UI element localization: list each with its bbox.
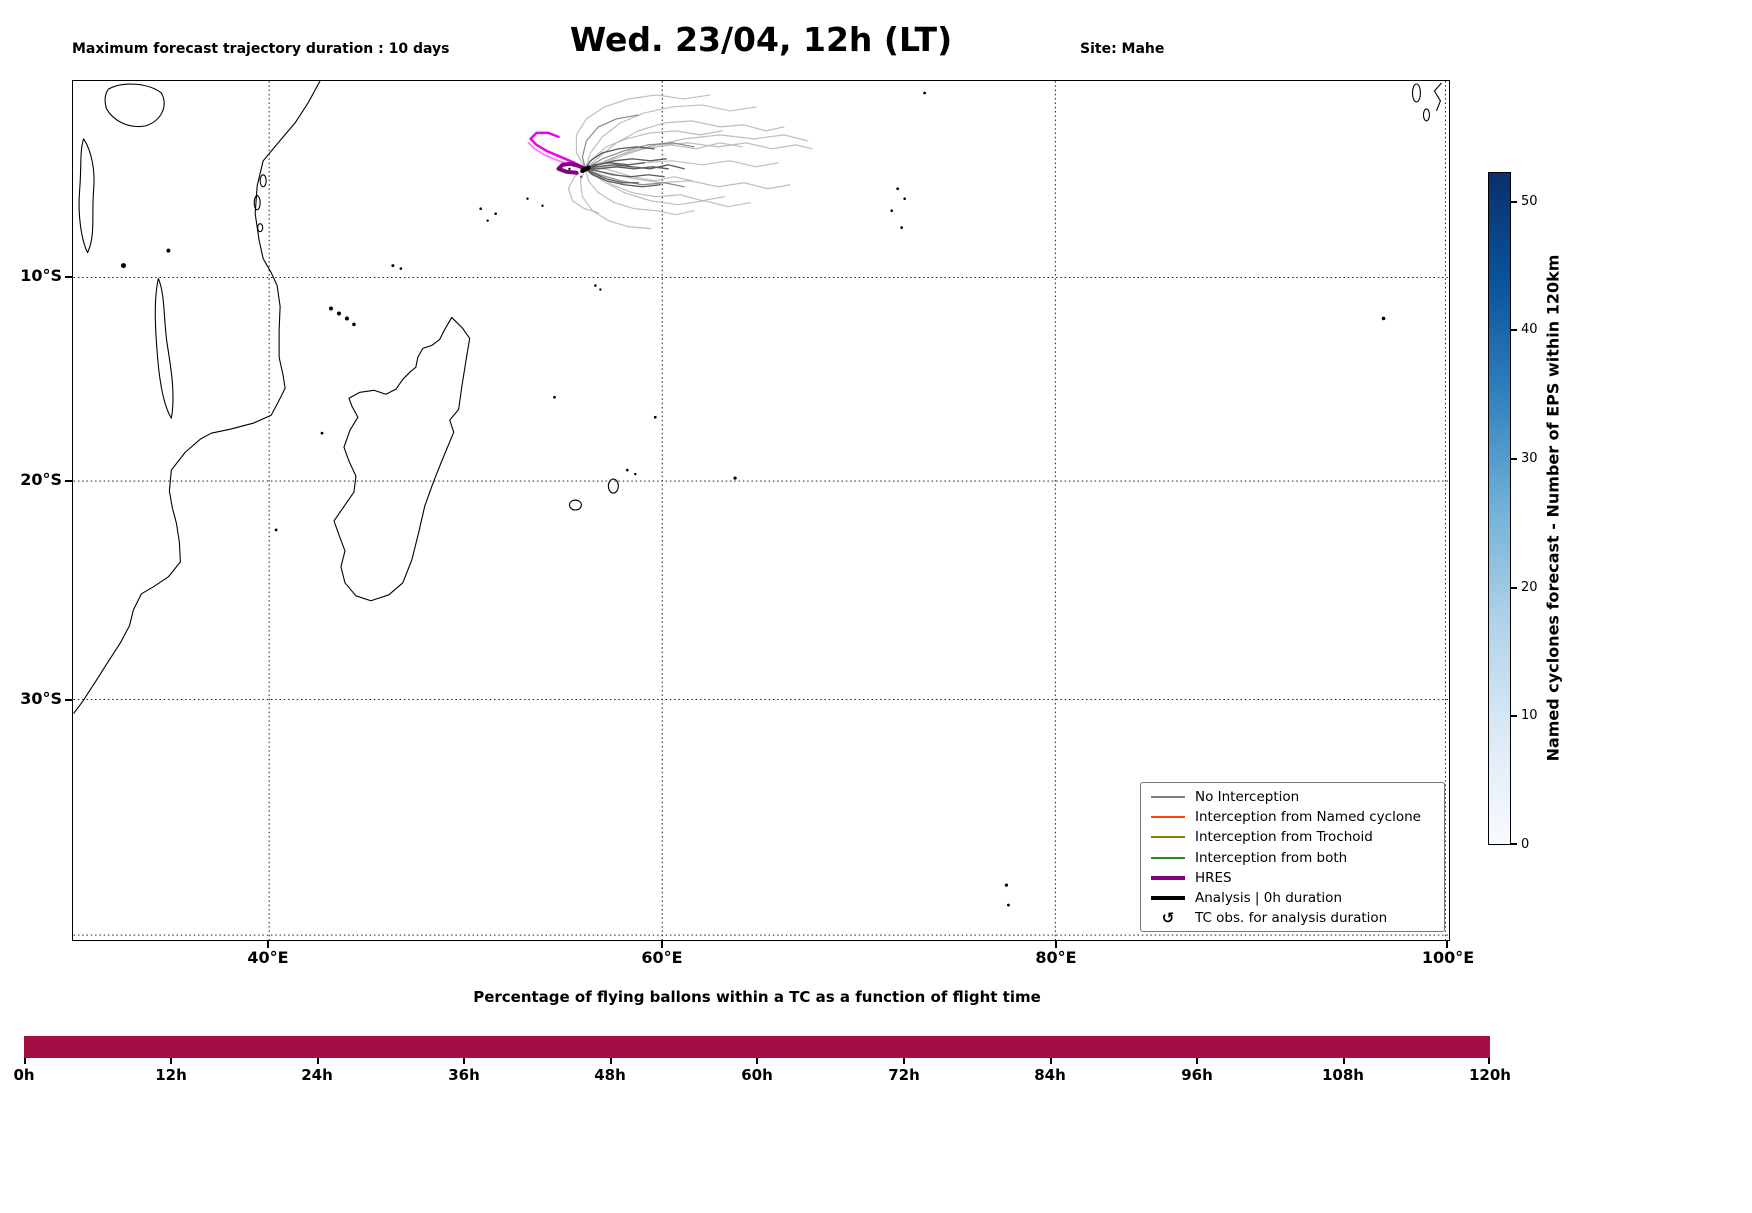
coastlines: [73, 81, 1442, 714]
bottom-tick-label: 12h: [155, 1066, 187, 1084]
bottom-tick-mark: [463, 1058, 465, 1064]
x-tick-mark: [1446, 941, 1448, 948]
legend-row: Interception from both: [1141, 848, 1444, 868]
named-cyclone-line-sample: [1151, 816, 1185, 819]
map-canvas: [73, 81, 1449, 940]
x-tick-label: 60°E: [641, 948, 683, 967]
bottom-tick-label: 60h: [741, 1066, 773, 1084]
zanzibar-island: [253, 195, 261, 211]
legend-label: Interception from both: [1195, 849, 1348, 866]
colorbar-tick-mark: [1511, 329, 1517, 331]
small-islands: [120, 91, 1386, 907]
analysis-line-sample: [1151, 896, 1185, 901]
tc-percentage-bar: [24, 1036, 1490, 1058]
info-line: Site: Mahe: [1080, 41, 1165, 57]
bottom-tick-label: 108h: [1322, 1066, 1364, 1084]
bottom-tick-mark: [1488, 1058, 1490, 1064]
y-tick-label: 30°S: [20, 689, 62, 708]
bottom-tick-label: 0h: [13, 1066, 35, 1084]
map-legend: No Interception Interception from Named …: [1140, 782, 1445, 932]
figure-title: Wed. 23/04, 12h (LT): [569, 20, 953, 59]
legend-label: TC obs. for analysis duration: [1195, 910, 1388, 927]
legend-label: HRES: [1195, 869, 1232, 886]
bottom-tick-mark: [1343, 1058, 1345, 1064]
legend-row: No Interception: [1141, 787, 1444, 807]
hres-line-sample: [1151, 875, 1185, 880]
x-tick-mark: [661, 941, 663, 948]
tc-obs-rotation-icon: ↺: [1161, 909, 1175, 928]
both-line-sample: [1151, 856, 1185, 859]
x-tick-label: 100°E: [1421, 948, 1475, 967]
colorbar-tick-label: 30: [1521, 451, 1538, 466]
bottom-tick-mark: [1050, 1058, 1052, 1064]
bottom-tick-label: 120h: [1469, 1066, 1511, 1084]
x-tick-mark: [267, 941, 269, 948]
y-tick-mark: [65, 480, 72, 482]
trochoid-line-sample: [1151, 836, 1185, 839]
legend-row: HRES: [1141, 868, 1444, 888]
legend-label: Interception from Named cyclone: [1195, 809, 1421, 826]
madagascar-coastline: [333, 316, 471, 602]
legend-row: Interception from Named cyclone: [1141, 807, 1444, 827]
colorbar-tick-mark: [1511, 201, 1517, 203]
bottom-chart-title: Percentage of flying ballons within a TC…: [473, 988, 1041, 1006]
colorbar-tick-label: 50: [1521, 194, 1538, 209]
bottom-tick-mark: [610, 1058, 612, 1064]
bottom-tick-mark: [1196, 1058, 1198, 1064]
legend-label: Interception from Trochoid: [1195, 829, 1373, 846]
colorbar: [1488, 172, 1511, 845]
gridlines: [73, 81, 1449, 940]
x-tick-mark: [1055, 941, 1057, 948]
lake-tanganyika: [78, 138, 95, 254]
trajectory-lines: [527, 94, 813, 230]
bottom-tick-mark: [170, 1058, 172, 1064]
bottom-tick-mark: [903, 1058, 905, 1064]
pemba-island: [259, 174, 267, 188]
sumatra-offshore-island: [1411, 83, 1422, 103]
mauritius-island: [607, 478, 619, 494]
legend-row: Analysis | 0h duration: [1141, 888, 1444, 908]
info-line: Maximum forecast trajectory duration : 1…: [72, 41, 450, 57]
colorbar-tick-mark: [1511, 843, 1517, 845]
bottom-tick-label: 96h: [1181, 1066, 1213, 1084]
legend-row: ↺ TC obs. for analysis duration: [1141, 908, 1444, 928]
bottom-tick-mark: [756, 1058, 758, 1064]
colorbar-label: Named cyclones forecast - Number of EPS …: [1543, 254, 1563, 762]
y-tick-label: 20°S: [20, 470, 62, 489]
colorbar-tick-mark: [1511, 587, 1517, 589]
bottom-tick-label: 72h: [888, 1066, 920, 1084]
colorbar-tick-label: 40: [1521, 322, 1538, 337]
x-tick-label: 40°E: [247, 948, 289, 967]
bottom-tick-label: 36h: [448, 1066, 480, 1084]
sumatra-coast-sliver: [1433, 82, 1442, 112]
sumatra-offshore-island: [1422, 108, 1430, 122]
y-tick-mark: [65, 699, 72, 701]
bottom-tick-mark: [317, 1058, 319, 1064]
legend-row: Interception from Trochoid: [1141, 827, 1444, 847]
mafia-island: [257, 223, 264, 233]
africa-coastline: [73, 81, 321, 714]
colorbar-gradient: [1489, 173, 1510, 844]
colorbar-tick-label: 0: [1521, 837, 1530, 852]
colorbar-tick-label: 20: [1521, 580, 1538, 595]
colorbar-tick-mark: [1511, 458, 1517, 460]
no-interception-line-sample: [1151, 796, 1185, 799]
bottom-tick-label: 48h: [594, 1066, 626, 1084]
lake-victoria: [104, 83, 165, 128]
bottom-tick-label: 24h: [301, 1066, 333, 1084]
x-tick-label: 80°E: [1035, 948, 1077, 967]
lake-malawi: [154, 277, 174, 419]
legend-label: Analysis | 0h duration: [1195, 890, 1342, 907]
bottom-tick-mark: [24, 1058, 26, 1064]
reunion-island: [568, 499, 582, 511]
colorbar-tick-label: 10: [1521, 708, 1538, 723]
legend-label: No Interception: [1195, 789, 1300, 806]
y-tick-mark: [65, 276, 72, 278]
bottom-tick-label: 84h: [1034, 1066, 1066, 1084]
colorbar-tick-mark: [1511, 715, 1517, 717]
y-tick-label: 10°S: [20, 266, 62, 285]
